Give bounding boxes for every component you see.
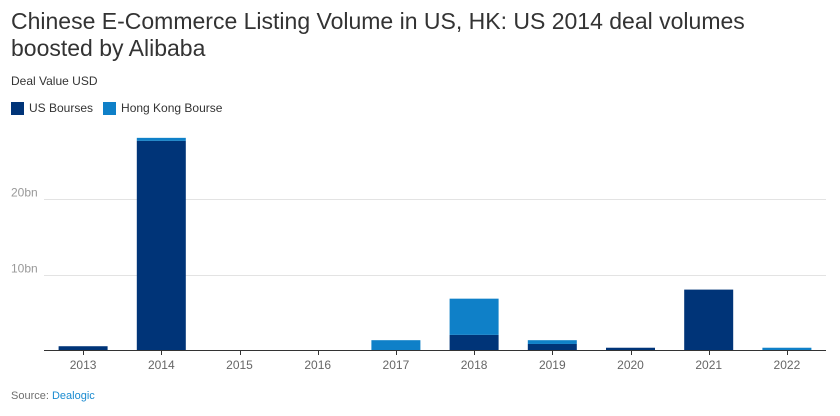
chart-title: Chinese E-Commerce Listing Volume in US,… bbox=[11, 8, 745, 61]
bar-hong-kong-bourse-2014[interactable] bbox=[136, 137, 186, 141]
x-tick-label: 2019 bbox=[539, 358, 566, 372]
y-tick-label: 10bn bbox=[11, 262, 38, 276]
bar-hong-kong-bourse-2022[interactable] bbox=[762, 347, 812, 350]
chart-area: 10bn 20bn 2013 2014 2015 2016 2017 2018 2019 202… bbox=[11, 137, 826, 372]
x-tick-label: 2020 bbox=[617, 358, 644, 372]
x-axis-ticks: 2013 2014 2015 2016 2017 2018 2019 2020 2021 2022 bbox=[70, 350, 801, 372]
legend-label-hong-kong-bourse: Hong Kong Bourse bbox=[121, 101, 223, 115]
bar-hong-kong-bourse-2017[interactable] bbox=[371, 340, 421, 350]
bar-us-bourses-2014[interactable] bbox=[136, 140, 186, 350]
x-tick-label: 2022 bbox=[774, 358, 801, 372]
y-tick-label: 20bn bbox=[11, 186, 38, 200]
bar-us-bourses-2019[interactable] bbox=[527, 343, 577, 350]
legend-swatch-hong-kong-bourse bbox=[103, 101, 117, 115]
source-link[interactable]: Dealogic bbox=[51, 390, 95, 402]
y-axis-ticks: 10bn 20bn bbox=[11, 186, 38, 276]
legend-swatch-us-bourses bbox=[11, 101, 24, 115]
chart-subtitle: Deal Value USD bbox=[11, 74, 98, 88]
bar-us-bourses-2018[interactable] bbox=[449, 334, 499, 350]
source-label: Source: bbox=[11, 390, 49, 402]
legend-item-hong-kong-bourse[interactable]: Hong Kong Bourse bbox=[103, 101, 222, 115]
bar-us-bourses-2021[interactable] bbox=[684, 289, 734, 350]
x-tick-label: 2014 bbox=[148, 358, 175, 372]
x-tick-label: 2015 bbox=[226, 358, 253, 372]
bar-hong-kong-bourse-2019[interactable] bbox=[527, 340, 577, 344]
x-tick-label: 2017 bbox=[383, 358, 410, 372]
bars bbox=[58, 137, 812, 350]
legend-label-us-bourses: US Bourses bbox=[29, 101, 94, 115]
legend-item-us-bourses[interactable]: US Bourses bbox=[11, 101, 93, 115]
x-tick-label: 2013 bbox=[70, 358, 97, 372]
bar-us-bourses-2020[interactable] bbox=[606, 347, 655, 350]
x-tick-label: 2021 bbox=[695, 358, 722, 372]
bar-us-bourses-2013[interactable] bbox=[58, 346, 108, 350]
legend: US Bourses Hong Kong Bourse bbox=[11, 101, 232, 115]
source-note: Source: Dealogic bbox=[11, 390, 95, 402]
bar-hong-kong-bourse-2018[interactable] bbox=[449, 298, 499, 335]
x-tick-label: 2016 bbox=[304, 358, 331, 372]
x-tick-label: 2018 bbox=[461, 358, 488, 372]
